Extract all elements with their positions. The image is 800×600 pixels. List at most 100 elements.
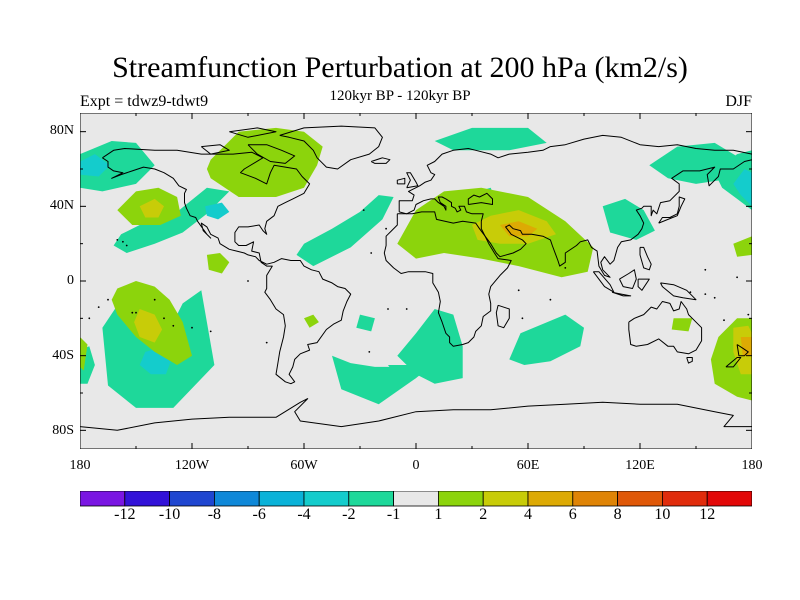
colorbar-label-13: 12 xyxy=(699,506,716,523)
coastline-17 xyxy=(660,282,697,301)
contour-region-34 xyxy=(733,236,752,257)
season-label: DJF xyxy=(725,93,752,110)
island-dot-3 xyxy=(135,311,137,314)
colorbar-label-2: -8 xyxy=(207,506,222,523)
colorbar-label-3: -6 xyxy=(252,506,266,523)
colorbar-label-12: 10 xyxy=(654,506,671,523)
colorbar-box-13 xyxy=(662,491,708,507)
colorbar xyxy=(80,491,752,507)
island-dot-29 xyxy=(265,341,268,344)
contour-region-10 xyxy=(509,314,584,365)
coastline-8 xyxy=(398,134,752,278)
contour-region-19 xyxy=(356,314,375,332)
coastline-21 xyxy=(736,344,749,357)
coastline-9 xyxy=(467,192,493,205)
colorbar-box-4 xyxy=(258,491,305,507)
lat-label-0: 0 xyxy=(67,273,74,288)
island-dot-11 xyxy=(385,227,387,230)
lat-label-80n: 80N xyxy=(49,123,74,138)
coastline-22 xyxy=(725,357,742,368)
coastline-23 xyxy=(80,398,752,431)
colorbar-box-5 xyxy=(303,491,350,507)
lon-label-60e: 60E xyxy=(516,458,540,473)
colorbar-label-6: -1 xyxy=(386,506,401,523)
lon-label-0: 0 xyxy=(412,458,420,473)
island-dot-17 xyxy=(723,319,725,322)
contour-region-30 xyxy=(671,318,693,332)
island-dot-18 xyxy=(747,313,750,316)
contour-region-1 xyxy=(80,154,110,177)
lon-label-120e: 120E xyxy=(625,458,655,473)
colorbar-label-10: 6 xyxy=(568,506,577,523)
coastline-10 xyxy=(406,172,419,189)
contour-region-3 xyxy=(113,187,230,253)
coastline-20 xyxy=(686,357,693,364)
island-dot-13 xyxy=(517,289,520,292)
contour-region-11 xyxy=(388,365,416,379)
contour-region-0 xyxy=(80,141,155,192)
colorbar-label-0: -12 xyxy=(114,506,136,523)
island-dot-4 xyxy=(153,298,156,301)
plot-title: Streamfunction Perturbation at 200 hPa (… xyxy=(112,51,688,84)
island-dot-14 xyxy=(521,317,524,320)
lat-label-80s: 80S xyxy=(52,423,74,438)
island-dot-19 xyxy=(704,293,707,295)
contour-region-22 xyxy=(139,198,164,218)
plot-subtitle: 120kyr BP - 120kyr BP xyxy=(329,88,471,104)
island-dot-28 xyxy=(172,324,175,327)
contour-region-12 xyxy=(434,127,547,151)
colorbar-box-1 xyxy=(124,491,170,507)
lat-label-40s: 40S xyxy=(52,348,74,363)
island-dot-7 xyxy=(368,351,371,353)
coastline-5 xyxy=(370,157,391,164)
island-dot-25 xyxy=(97,306,100,308)
coastline-6 xyxy=(383,211,512,347)
colorbar-label-1: -10 xyxy=(158,506,181,523)
colorbar-box-14 xyxy=(706,491,752,507)
coastlines xyxy=(80,125,752,431)
colorbar-box-8 xyxy=(437,491,484,507)
coastline-12 xyxy=(658,196,686,224)
coastline-18 xyxy=(639,246,652,271)
lat-label-40n: 40N xyxy=(49,198,74,213)
lon-label-60w: 60W xyxy=(290,458,318,473)
colorbar-box-7 xyxy=(393,491,439,507)
island-dot-9 xyxy=(405,308,408,310)
lon-label-120w: 120W xyxy=(174,458,210,473)
island-dot-5 xyxy=(191,326,193,329)
coastline-13 xyxy=(592,271,615,293)
colorbar-label-5: -2 xyxy=(342,506,356,523)
island-dot-30 xyxy=(247,280,249,282)
contour-region-9 xyxy=(397,309,463,384)
coastline-1 xyxy=(279,125,383,170)
island-dot-0 xyxy=(122,240,124,243)
island-dot-2 xyxy=(116,239,119,241)
island-dot-23 xyxy=(736,276,738,279)
colorbar-box-9 xyxy=(482,491,529,507)
colorbar-label-11: 8 xyxy=(613,506,622,523)
map-panel xyxy=(80,113,752,449)
contour-region-33 xyxy=(740,337,752,356)
contour-region-23 xyxy=(206,253,230,274)
contour-fills xyxy=(80,127,752,408)
colorbar-box-3 xyxy=(213,491,260,507)
island-dot-21 xyxy=(689,291,692,294)
coastline-14 xyxy=(611,291,632,297)
coastline-7 xyxy=(495,304,510,329)
coastline-15 xyxy=(619,269,637,289)
coastline-4 xyxy=(229,127,277,138)
coastline-19 xyxy=(628,301,703,355)
colorbar-box-0 xyxy=(80,491,126,507)
contour-region-4 xyxy=(205,202,230,220)
contour-region-25 xyxy=(134,309,163,343)
coastline-3 xyxy=(200,144,230,155)
experiment-label: Expt = tdwz9-tdwt9 xyxy=(80,93,209,110)
contour-region-20 xyxy=(206,127,323,197)
coastline-0 xyxy=(102,148,352,385)
contour-region-29 xyxy=(304,314,319,328)
coastline-16 xyxy=(637,278,650,291)
island-dot-15 xyxy=(549,298,552,301)
colorbar-box-10 xyxy=(527,491,574,507)
colorbar-label-4: -4 xyxy=(297,506,311,523)
lon-label-180w: 180 xyxy=(69,458,91,473)
